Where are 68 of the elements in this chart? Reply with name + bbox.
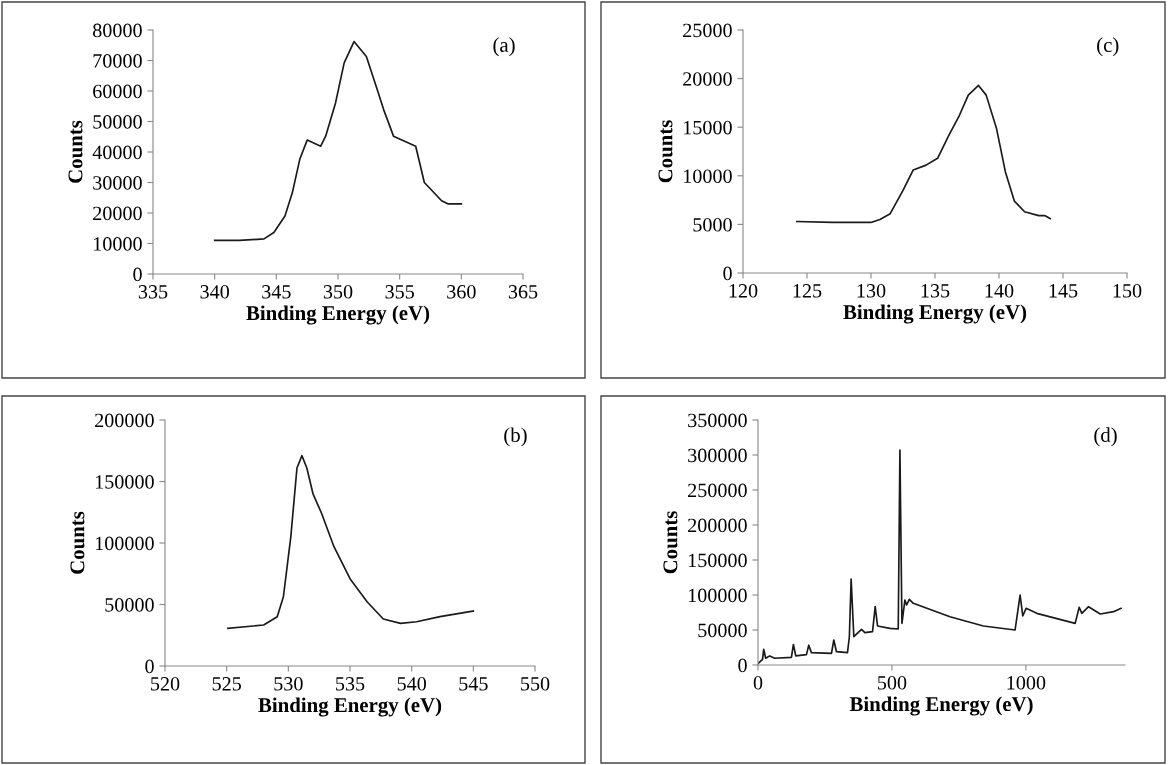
- line-series: [758, 449, 1122, 665]
- x-tick-label: 365: [508, 285, 538, 299]
- y-axis-title: Counts: [68, 120, 83, 183]
- x-axis-title: Binding Energy (eV): [843, 304, 1027, 324]
- x-tick-label: 540: [397, 677, 426, 691]
- y-tick-label: 300000: [688, 448, 747, 463]
- x-tick-label: 0: [753, 676, 763, 690]
- x-tick-label: 530: [274, 677, 303, 691]
- y-tick-label: 150000: [95, 475, 154, 489]
- line-series: [795, 84, 1052, 224]
- y-tick-label: 100000: [95, 536, 154, 551]
- y-tick-label: 200000: [688, 518, 747, 533]
- x-tick-label: 355: [385, 285, 414, 299]
- x-tick-label: 500: [878, 676, 907, 690]
- y-tick-label: 350000: [688, 413, 747, 428]
- y-tick-label: 50000: [93, 115, 142, 129]
- y-axis-title: Counts: [658, 120, 673, 183]
- x-tick-label: 150: [1113, 284, 1142, 298]
- x-tick-label: 350: [323, 285, 353, 299]
- x-tick-label: 135: [921, 284, 950, 298]
- x-tick-label: 340: [200, 285, 229, 299]
- x-tick-label: 125: [793, 284, 822, 298]
- y-tick-label: 30000: [93, 176, 142, 190]
- x-tick-label: 550: [521, 677, 550, 691]
- x-tick-label: 130: [857, 284, 886, 298]
- y-tick-label: 20000: [93, 206, 142, 221]
- line-series: [213, 40, 463, 242]
- annotation: (d): [1094, 427, 1117, 447]
- y-tick-label: 0: [145, 659, 154, 674]
- y-tick-label: 10000: [94, 237, 142, 251]
- y-tick-label: 25000: [683, 23, 732, 38]
- x-axis-title: Binding Energy (eV): [849, 696, 1033, 716]
- y-tick-label: 150000: [688, 553, 747, 568]
- y-tick-label: 0: [723, 266, 732, 281]
- x-tick-label: 1000: [1007, 676, 1046, 690]
- x-tick-label: 140: [985, 284, 1014, 298]
- x-tick-label: 145: [1049, 284, 1078, 298]
- y-tick-label: 80000: [93, 23, 142, 38]
- y-tick-label: 70000: [93, 54, 142, 68]
- x-tick-label: 335: [138, 285, 168, 299]
- x-tick-label: 520: [151, 677, 180, 691]
- y-axis-title: Counts: [70, 511, 85, 574]
- x-tick-label: 525: [212, 677, 241, 691]
- annotation: (c): [1097, 37, 1119, 57]
- x-axis-title: Binding Energy (eV): [258, 697, 442, 717]
- x-tick-label: 535: [336, 677, 365, 691]
- line-series: [227, 454, 475, 630]
- y-tick-label: 100000: [688, 588, 747, 603]
- x-axis-title: Binding Energy (eV): [246, 305, 430, 325]
- y-axis-title: Counts: [663, 511, 678, 574]
- y-tick-label: 0: [133, 267, 142, 282]
- y-tick-label: 5000: [693, 217, 732, 232]
- y-tick-label: 50000: [105, 598, 154, 612]
- y-tick-label: 15000: [684, 120, 732, 135]
- y-tick-label: 10000: [684, 169, 732, 183]
- annotation: (b): [504, 427, 527, 447]
- y-tick-label: 0: [738, 658, 747, 673]
- y-tick-label: 200000: [95, 413, 154, 428]
- x-tick-label: 360: [447, 285, 476, 299]
- y-tick-label: 20000: [683, 72, 732, 86]
- y-tick-label: 250000: [688, 483, 747, 498]
- x-tick-label: 545: [459, 677, 488, 691]
- annotation: (a): [493, 37, 515, 57]
- y-tick-label: 40000: [92, 145, 142, 160]
- x-tick-label: 120: [729, 284, 758, 298]
- x-tick-label: 345: [262, 285, 291, 299]
- y-tick-label: 60000: [93, 84, 142, 99]
- y-tick-label: 50000: [698, 623, 747, 638]
